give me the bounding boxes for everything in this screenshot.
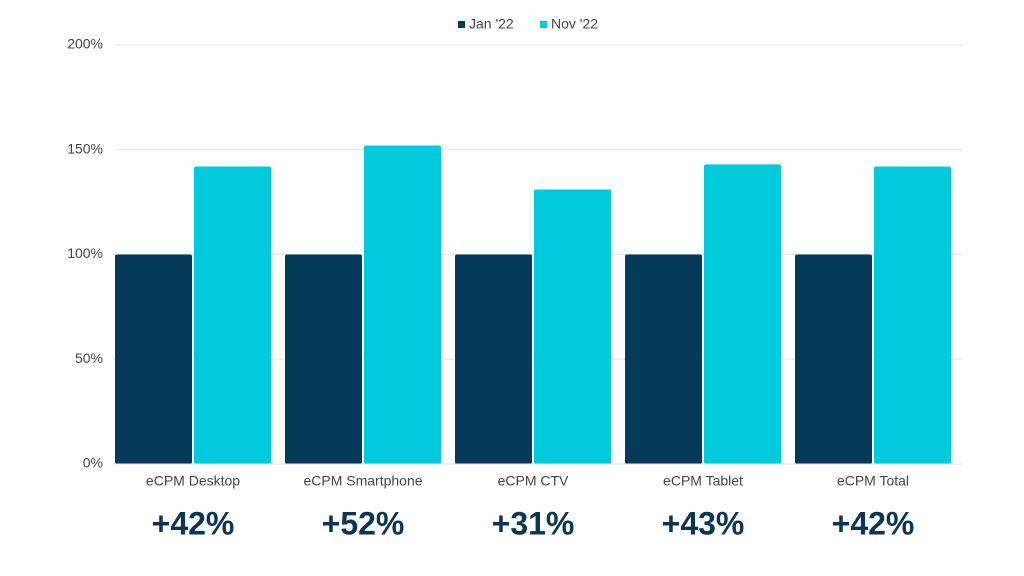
y-tick-label: 100%	[67, 245, 103, 261]
y-tick-label: 150%	[67, 140, 103, 156]
x-tick-label: eCPM CTV	[498, 473, 569, 489]
bar	[795, 254, 872, 464]
legend-swatch	[540, 21, 547, 28]
bar	[874, 166, 951, 464]
annotation: +42%	[152, 505, 235, 541]
bar	[625, 254, 702, 464]
bar	[534, 189, 611, 464]
annotation: +31%	[492, 505, 575, 541]
bar	[115, 254, 192, 464]
bar	[285, 254, 362, 464]
x-tick-label: eCPM Tablet	[663, 473, 743, 489]
x-tick-label: eCPM Total	[837, 473, 909, 489]
legend-label: Jan '22	[469, 16, 514, 32]
y-tick-label: 50%	[75, 350, 103, 366]
bar	[704, 164, 781, 465]
annotation: +43%	[662, 505, 745, 541]
legend-label: Nov '22	[551, 16, 598, 32]
x-tick-label: eCPM Desktop	[146, 473, 240, 489]
bar	[455, 254, 532, 464]
bar	[194, 166, 271, 464]
bar	[364, 145, 441, 464]
y-tick-label: 0%	[83, 455, 103, 471]
annotation: +42%	[832, 505, 915, 541]
x-tick-label: eCPM Smartphone	[303, 473, 422, 489]
annotation: +52%	[322, 505, 405, 541]
y-tick-label: 200%	[67, 36, 103, 52]
legend-swatch	[458, 21, 465, 28]
